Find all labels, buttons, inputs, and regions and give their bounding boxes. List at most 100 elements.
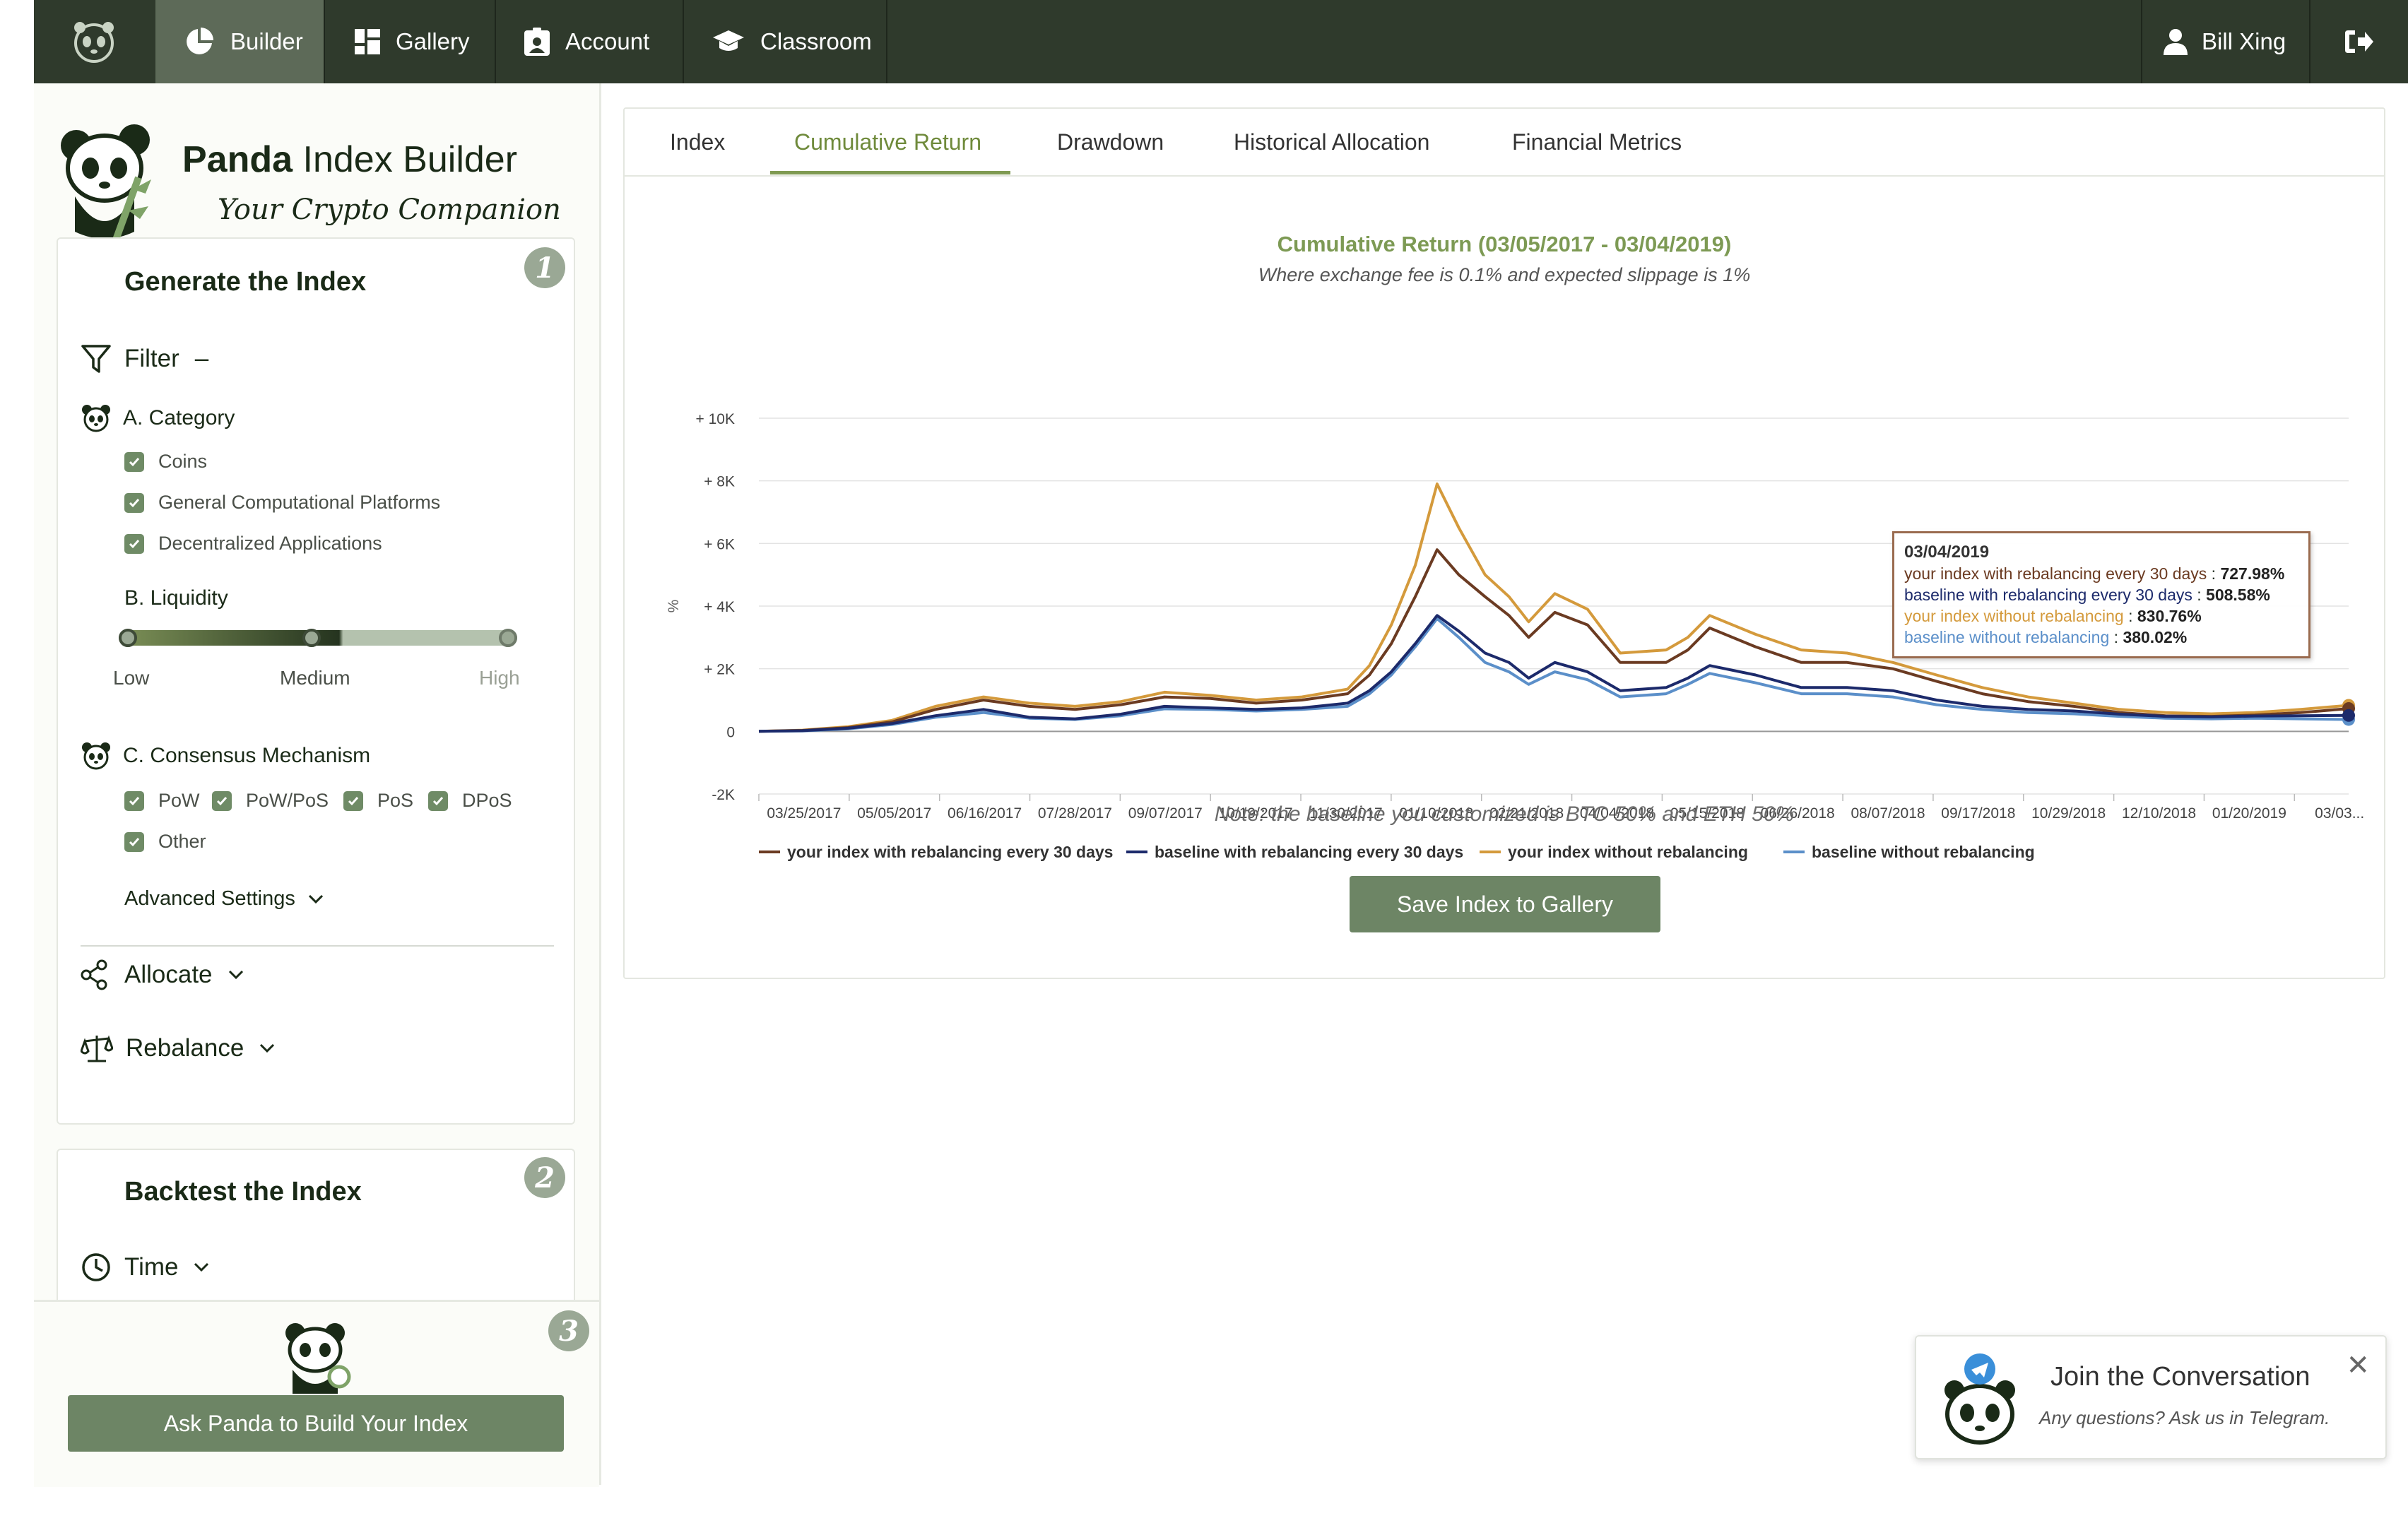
generate-title: Generate the Index: [124, 267, 367, 297]
nav-builder[interactable]: Builder: [155, 0, 325, 83]
legend-entry: your index with rebalancing every 30 day…: [787, 843, 1113, 861]
brand: Panda Index Builder Your Crypto Companio…: [55, 112, 561, 246]
filter-collapse-icon: –: [194, 345, 209, 372]
panda-logo-icon[interactable]: [34, 0, 154, 83]
rebalance-toggle[interactable]: Rebalance: [81, 1033, 275, 1064]
panda-small-icon: [82, 405, 110, 432]
checkbox-checked-icon[interactable]: [428, 790, 448, 811]
consensus-option-pow-pos[interactable]: PoW/PoS: [212, 790, 329, 812]
legend-entry: baseline with rebalancing every 30 days: [1155, 843, 1463, 861]
x-tick-label: 03/03...: [2315, 805, 2364, 822]
chevron-down-icon: [308, 894, 323, 903]
step-3-badge: 3: [548, 1310, 589, 1351]
x-tick-label: 05/15/2018: [1670, 805, 1745, 822]
build-section: 3 Ask Panda to Build Your Index: [34, 1300, 599, 1487]
y-tick-label: + 6K: [704, 536, 735, 552]
y-tick-label: -2K: [712, 787, 735, 803]
nav-account[interactable]: Account: [496, 0, 684, 83]
y-tick-label: + 4K: [704, 599, 735, 615]
time-toggle[interactable]: Time: [81, 1252, 209, 1283]
x-tick-label: 12/10/2018: [2122, 805, 2196, 822]
sidebar: Panda Index Builder Your Crypto Companio…: [34, 83, 601, 1487]
filter-toggle[interactable]: Filter –: [81, 343, 208, 374]
tab-financial-metrics[interactable]: Financial Metrics: [1512, 129, 1682, 155]
nav-gallery[interactable]: Gallery: [325, 0, 496, 83]
panda-mascot-icon: [61, 124, 151, 246]
y-tick-label: + 10K: [696, 411, 735, 427]
advanced-settings-toggle[interactable]: Advanced Settings: [124, 887, 324, 911]
category-option-coins[interactable]: Coins: [124, 451, 207, 473]
x-tick-label: 01/10/2018: [1399, 805, 1473, 822]
consensus-label: C. Consensus Mechanism: [123, 744, 371, 767]
filter-icon: [81, 345, 111, 373]
series-line: [758, 482, 2349, 733]
chart-title: Cumulative Return (03/05/2017 - 03/04/20…: [1277, 232, 1732, 256]
chevron-down-icon: [194, 1262, 209, 1272]
tab-historical-allocation[interactable]: Historical Allocation: [1234, 129, 1430, 155]
category-header: A. Category: [81, 403, 235, 434]
liquidity-knob-medium[interactable]: [302, 629, 321, 647]
user-menu[interactable]: Bill Xing: [2141, 0, 2310, 83]
user-name: Bill Xing: [2202, 28, 2286, 54]
build-index-button[interactable]: Ask Panda to Build Your Index: [68, 1395, 564, 1452]
balance-scale-icon: [81, 1035, 113, 1062]
chat-subtitle: Any questions? Ask us in Telegram.: [2039, 1407, 2330, 1428]
pie-chart-icon: [187, 28, 213, 54]
save-index-button[interactable]: Save Index to Gallery: [1350, 876, 1660, 932]
checkbox-checked-icon[interactable]: [212, 790, 232, 811]
close-icon[interactable]: ✕: [2346, 1350, 2370, 1381]
x-tick-label: 04/04/2018: [1580, 805, 1654, 822]
category-option-platforms[interactable]: General Computational Platforms: [124, 492, 440, 514]
x-tick-label: 02/21/2018: [1489, 805, 1564, 822]
nav-account-label: Account: [565, 28, 650, 54]
tooltip-row: your index with rebalancing every 30 day…: [1904, 564, 2285, 583]
consensus-option-pow[interactable]: PoW: [124, 790, 200, 812]
x-tick-label: 10/19/2017: [1219, 805, 1293, 822]
x-tick-label: 08/07/2018: [1851, 805, 1925, 822]
consensus-option-other[interactable]: Other: [124, 831, 206, 853]
tab-index[interactable]: Index: [670, 129, 726, 155]
step-2-badge: 2: [524, 1157, 565, 1198]
chart-tooltip: 03/04/2019 your index with rebalancing e…: [1892, 531, 2310, 658]
liquidity-slider[interactable]: Low Medium High: [58, 239, 574, 1123]
results-panel: Index Cumulative Return Drawdown Histori…: [623, 107, 2385, 979]
x-tick-label: 03/25/2017: [767, 805, 841, 822]
consensus-option-pos[interactable]: PoS: [343, 790, 413, 812]
cumulative-return-chart[interactable]: -2K 0 + 2K + 4K + 6K + 8K + 10K% 03/25/2017 05/0…: [625, 300, 2387, 935]
tab-drawdown[interactable]: Drawdown: [1057, 129, 1164, 155]
checkbox-checked-icon[interactable]: [124, 451, 144, 472]
divider: [81, 945, 554, 947]
tab-bar: Index Cumulative Return Drawdown Histori…: [625, 109, 2384, 177]
x-tick-label: 01/20/2019: [2212, 805, 2286, 822]
liquidity-label: B. Liquidity: [124, 586, 228, 610]
tooltip-row: baseline with rebalancing every 30 days …: [1904, 586, 2270, 604]
liquidity-knob-high[interactable]: [499, 629, 517, 647]
category-option-dapps[interactable]: Decentralized Applications: [124, 533, 382, 555]
liquidity-knob-low[interactable]: [119, 629, 137, 647]
allocate-toggle[interactable]: Allocate: [81, 959, 244, 990]
tooltip-row: baseline without rebalancing : 380.02%: [1904, 628, 2188, 646]
tooltip-date: 03/04/2019: [1904, 543, 1990, 562]
panda-searching-icon: [285, 1323, 351, 1394]
checkbox-checked-icon[interactable]: [343, 790, 363, 811]
logout-button[interactable]: [2310, 0, 2408, 83]
graduation-cap-icon: [713, 30, 744, 51]
checkbox-checked-icon[interactable]: [124, 790, 144, 811]
y-axis-label: %: [666, 600, 682, 613]
top-navbar: Builder Gallery Account Classroom B: [34, 0, 2408, 83]
checkbox-checked-icon[interactable]: [124, 533, 144, 554]
tab-cumulative-return[interactable]: Cumulative Return: [794, 129, 981, 155]
panda-telegram-icon: [1944, 1353, 2015, 1445]
x-tick-label: 06/26/2018: [1761, 805, 1835, 822]
checkbox-checked-icon[interactable]: [124, 831, 144, 852]
checkbox-checked-icon[interactable]: [124, 492, 144, 513]
nav-classroom[interactable]: Classroom: [684, 0, 887, 83]
panda-small-icon: [82, 742, 110, 770]
filter-label: Filter: [124, 345, 179, 372]
grid-icon: [355, 29, 380, 54]
telegram-chat-widget[interactable]: Join the Conversation Any questions? Ask…: [1915, 1335, 2387, 1459]
consensus-option-dpos[interactable]: DPoS: [428, 790, 512, 812]
chat-title: Join the Conversation: [2050, 1362, 2310, 1392]
user-icon: [2164, 29, 2188, 55]
series-line: [758, 548, 2349, 733]
